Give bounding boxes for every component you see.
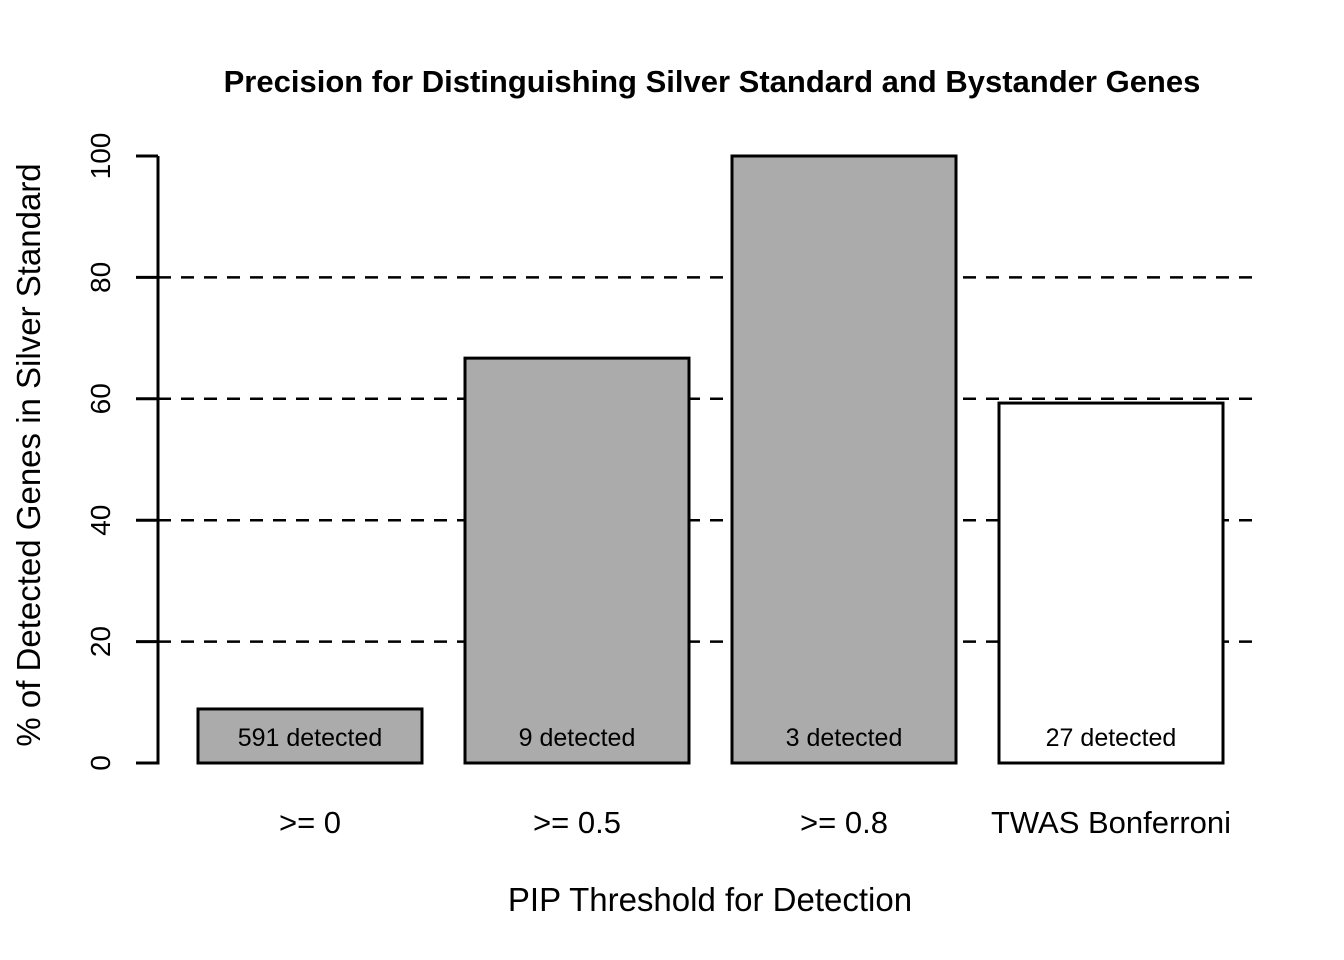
x-category-labels: >= 0 >= 0.5 >= 0.8 TWAS Bonferroni: [279, 805, 1231, 840]
y-tick-label: 100: [85, 133, 116, 180]
bar-count-label: 9 detected: [519, 724, 636, 752]
x-tick-label: TWAS Bonferroni: [991, 805, 1231, 840]
y-axis-title: % of Detected Genes in Silver Standard: [10, 163, 47, 746]
y-tick-label: 0: [85, 755, 116, 771]
bar-0: [196, 707, 424, 765]
y-tick-label: 20: [85, 626, 116, 657]
x-tick-label: >= 0.5: [533, 805, 621, 840]
y-axis: 0 20 40 60 80 100: [85, 133, 160, 771]
bars: 591 detected 9 detected 3 detected 27 detec…: [196, 154, 1225, 765]
chart-title: Precision for Distinguishing Silver Stan…: [224, 64, 1201, 99]
y-tick-label: 80: [85, 262, 116, 293]
bar-count-label: 3 detected: [786, 724, 903, 752]
bar-2: [730, 154, 958, 765]
bar-count-label: 27 detected: [1046, 724, 1177, 752]
y-tick-label: 60: [85, 383, 116, 414]
bar-1: [463, 356, 691, 765]
bar-count-label: 591 detected: [238, 724, 383, 752]
bar-3: [997, 401, 1225, 765]
x-axis-title: PIP Threshold for Detection: [508, 881, 912, 918]
x-tick-label: >= 0.8: [800, 805, 888, 840]
x-tick-label: >= 0: [279, 805, 341, 840]
y-tick-label: 40: [85, 505, 116, 536]
